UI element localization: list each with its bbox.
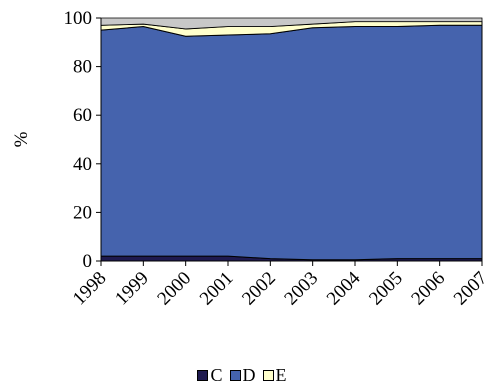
legend-item-c: C [197,365,223,385]
legend-label: E [275,365,287,385]
legend-label: D [242,365,256,385]
y-axis-title: % [11,131,32,147]
x-tick-label: 2002 [238,268,280,310]
x-tick-label: 2005 [365,268,407,310]
legend-item-d: D [229,365,256,385]
area-remainder [100,17,483,30]
x-tick-label: 2000 [153,268,195,310]
legend-swatch [229,369,241,381]
legend-swatch [262,369,274,381]
legend-item-e: E [262,365,287,385]
legend-swatch [197,369,209,381]
y-tick-label: 40 [73,154,92,175]
x-tick-label: 2003 [280,268,322,310]
y-tick-label: 80 [73,57,92,78]
x-tick-label: 1998 [69,268,111,310]
area-series-d [100,24,483,261]
y-axis-ticks: 0 20 40 60 80 100 [64,8,101,272]
legend-label: C [210,365,223,385]
axes [100,18,482,262]
plot-areas [100,17,483,262]
x-tick-label: 1999 [111,268,153,310]
y-tick-label: 20 [73,202,92,223]
x-tick-label: 2004 [323,267,365,309]
x-tick-label: 2001 [196,268,238,310]
y-tick-label: 60 [73,105,92,126]
x-tick-label: 2007 [450,268,484,310]
x-axis-ticks: 1998 1999 2000 2001 2002 2003 2004 2005 2006 2007 [69,261,484,309]
y-tick-label: 100 [64,8,93,29]
x-tick-label: 2006 [407,268,449,310]
y-tick-label: 0 [83,251,93,272]
